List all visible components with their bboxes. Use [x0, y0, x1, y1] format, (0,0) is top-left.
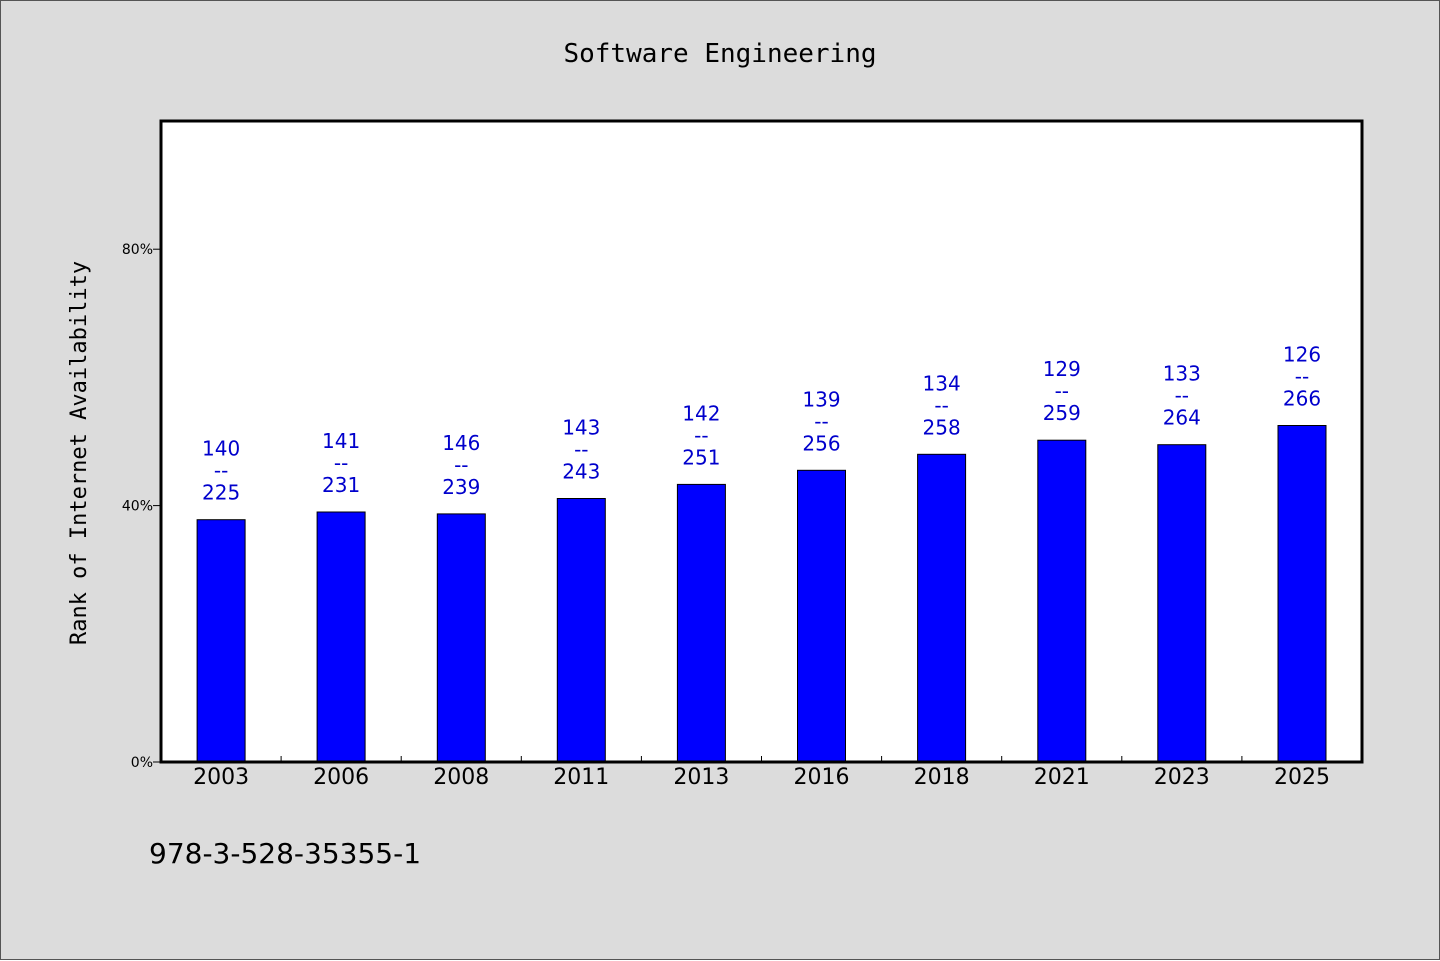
data-label-2003-line-2: --: [214, 459, 228, 483]
data-label-2006-line-3: 231: [322, 473, 360, 497]
data-label-2016-line-2: --: [814, 409, 828, 433]
x-tick-label-2018: 2018: [914, 765, 970, 790]
data-label-2023-line-1: 133: [1163, 362, 1201, 386]
data-label-2013-line-3: 251: [682, 445, 720, 469]
data-label-2011-line-2: --: [574, 438, 588, 462]
data-label-2008-line-3: 239: [442, 475, 480, 499]
data-label-2008-line-2: --: [454, 453, 468, 477]
bar-2013: [676, 483, 726, 763]
x-tick-label-2016: 2016: [794, 765, 850, 790]
bars-layer: [196, 425, 1327, 763]
data-label-2011-line-1: 143: [562, 416, 600, 440]
x-tick-label-2023: 2023: [1154, 765, 1210, 790]
data-label-2003-line-3: 225: [202, 481, 240, 505]
x-tick-label-2008: 2008: [433, 765, 489, 790]
x-tick-label-2011: 2011: [553, 765, 609, 790]
data-labels-layer: 140--225141--231146--239143--243142--251…: [202, 343, 1321, 505]
y-tick-label-0: 0%: [131, 755, 153, 771]
x-tick-label-2006: 2006: [313, 765, 369, 790]
data-label-2025-line-3: 266: [1283, 387, 1321, 411]
data-label-2016-line-1: 139: [802, 387, 840, 411]
bar-2025: [1277, 425, 1327, 763]
x-tick-label-2013: 2013: [673, 765, 729, 790]
bar-2018: [917, 453, 967, 763]
chart-title: Software Engineering: [563, 39, 876, 69]
data-label-2025-line-2: --: [1295, 365, 1309, 389]
data-label-2018-line-1: 134: [923, 371, 961, 395]
data-label-2011-line-3: 243: [562, 460, 600, 484]
y-tick-label-80: 80%: [122, 242, 153, 258]
plot-border: [159, 119, 1364, 764]
data-label-2023-line-3: 264: [1163, 406, 1201, 430]
data-label-2021-line-1: 129: [1043, 357, 1081, 381]
data-label-2013-line-1: 142: [682, 401, 720, 425]
bar-2016: [797, 469, 846, 763]
bar-2021: [1037, 439, 1087, 763]
bar-2011: [556, 498, 606, 763]
x-tick-label-2003: 2003: [193, 765, 249, 790]
data-label-2023-line-2: --: [1175, 384, 1189, 408]
data-label-2016-line-3: 256: [802, 431, 840, 455]
y-tick-label-40: 40%: [122, 499, 153, 515]
axes-layer: 2003 2006 2008 2011 2013 2016 2018 2021 2023 2025…: [122, 242, 1330, 790]
data-label-2008-line-1: 146: [442, 431, 480, 455]
x-tick-label-2025: 2025: [1274, 765, 1330, 790]
x-tick-label-2021: 2021: [1034, 765, 1090, 790]
bar-2008: [436, 513, 486, 763]
data-label-2021-line-3: 259: [1043, 401, 1081, 425]
y-axis-label: Rank of Internet Availability: [67, 261, 92, 645]
bar-2023: [1157, 444, 1207, 763]
bar-2006: [316, 511, 366, 763]
data-label-2018-line-2: --: [934, 393, 948, 417]
data-label-2025-line-1: 126: [1283, 343, 1321, 367]
isbn-footer: 978-3-528-35355-1: [149, 837, 421, 870]
data-label-2013-line-2: --: [694, 423, 708, 447]
bar-2003: [196, 519, 246, 763]
data-label-2018-line-3: 258: [923, 415, 961, 439]
data-label-2021-line-2: --: [1055, 379, 1069, 403]
data-label-2006-line-2: --: [334, 451, 348, 475]
data-label-2003-line-1: 140: [202, 437, 240, 461]
data-label-2006-line-1: 141: [322, 429, 360, 453]
